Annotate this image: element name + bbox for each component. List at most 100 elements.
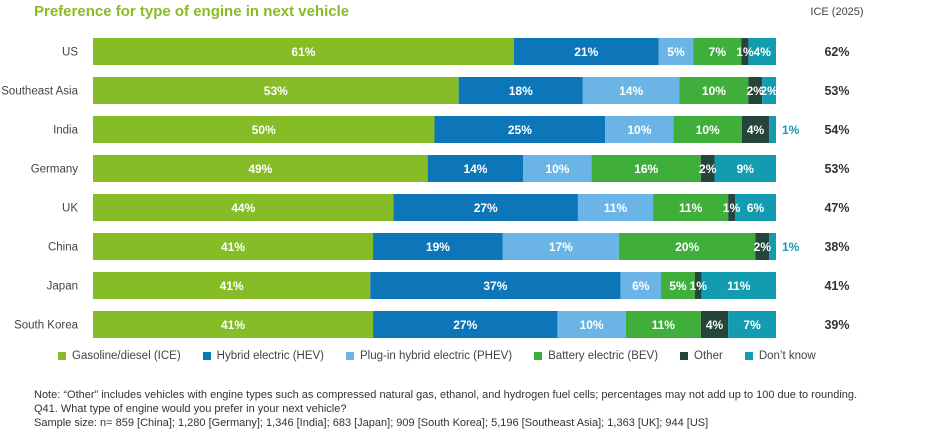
data-label-uk-other: 1% bbox=[723, 201, 741, 215]
bar-segment-germany-dont_know bbox=[714, 155, 776, 182]
ice-2025-value-germany: 53% bbox=[824, 162, 849, 176]
question-text: Q41. What type of engine would you prefe… bbox=[34, 403, 347, 415]
bar-segment-south-korea-ice bbox=[93, 311, 374, 338]
bar-segment-us-dont_know bbox=[748, 38, 776, 65]
bar-segment-india-other bbox=[741, 116, 770, 143]
stacked-bar-chart: US 61% 21% 5% 7% 1% 4% 62%Southeast Asia 53% 18% 1… bbox=[1, 38, 850, 338]
bar-segment-china-dont_know bbox=[769, 233, 776, 260]
legend-swatch-dont-know bbox=[744, 352, 753, 360]
data-label-japan-hev: 37% bbox=[483, 279, 507, 293]
data-label-south-korea-hev: 27% bbox=[453, 318, 477, 332]
ice-2025-value-india: 54% bbox=[824, 123, 849, 137]
data-label-south-korea-bev: 11% bbox=[652, 318, 676, 332]
legend-item-phev: Plug-in hybrid electric (PHEV) bbox=[346, 350, 512, 362]
legend-label-bev: Battery electric (BEV) bbox=[548, 350, 659, 362]
bar-segment-southeast-asia-bev bbox=[679, 77, 749, 104]
data-label-india-other: 4% bbox=[747, 123, 765, 137]
bar-segment-india-hev bbox=[434, 116, 606, 143]
data-label-japan-bev: 5% bbox=[669, 279, 687, 293]
bar-segment-japan-dont_know bbox=[701, 272, 776, 299]
legend-swatch-other bbox=[680, 352, 689, 360]
data-label-south-korea-other: 4% bbox=[706, 318, 724, 332]
bar-segment-south-korea-dont_know bbox=[728, 311, 776, 338]
ice-2025-value-japan: 41% bbox=[824, 279, 849, 293]
bar-segment-uk-dont_know bbox=[735, 194, 776, 221]
legend-swatch-bev bbox=[534, 352, 543, 360]
data-label-china-ice: 41% bbox=[221, 240, 245, 254]
data-label-south-korea-dont_know: 7% bbox=[743, 318, 761, 332]
bar-segment-india-phev bbox=[605, 116, 674, 143]
bar-segment-china-other bbox=[755, 233, 770, 260]
bar-segment-southeast-asia-ice bbox=[93, 77, 459, 104]
data-label-southeast-asia-phev: 14% bbox=[619, 84, 643, 98]
bar-segment-japan-ice bbox=[93, 272, 371, 299]
bar-segment-uk-ice bbox=[93, 194, 394, 221]
data-label-southeast-asia-hev: 18% bbox=[509, 84, 533, 98]
category-label-china: China bbox=[48, 242, 79, 254]
legend-label-dont-know: Don’t know bbox=[758, 350, 816, 362]
bar-segment-japan-other bbox=[694, 272, 702, 299]
bar-segment-south-korea-other bbox=[700, 311, 729, 338]
data-label-germany-bev: 16% bbox=[634, 162, 658, 176]
data-label-southeast-asia-ice: 53% bbox=[264, 84, 288, 98]
data-label-china-bev: 20% bbox=[675, 240, 699, 254]
category-label-germany: Germany bbox=[31, 164, 79, 176]
data-label-india-bev: 10% bbox=[696, 123, 720, 137]
data-label-china-other: 2% bbox=[754, 240, 772, 254]
bar-segment-china-hev bbox=[373, 233, 503, 260]
data-label-uk-ice: 44% bbox=[231, 201, 255, 215]
data-label-china-phev: 17% bbox=[549, 240, 573, 254]
bar-segment-southeast-asia-phev bbox=[582, 77, 680, 104]
bar-segment-southeast-asia-hev bbox=[458, 77, 583, 104]
data-label-germany-ice: 49% bbox=[248, 162, 272, 176]
ice-2025-value-uk: 47% bbox=[824, 201, 849, 215]
legend-item-bev: Battery electric (BEV) bbox=[534, 350, 658, 362]
category-label-south-korea: South Korea bbox=[14, 320, 79, 332]
bar-segment-germany-bev bbox=[591, 155, 701, 182]
legend-label-ice: Gasoline/diesel (ICE) bbox=[72, 350, 181, 362]
category-label-japan: Japan bbox=[47, 281, 78, 293]
bar-segment-us-hev bbox=[513, 38, 659, 65]
bar-segment-india-bev bbox=[673, 116, 742, 143]
note-text: Note: “Other” includes vehicles with eng… bbox=[34, 389, 858, 401]
legend-item-dont-know: Don’t know bbox=[744, 350, 816, 362]
data-label-uk-bev: 11% bbox=[679, 201, 703, 215]
category-label-uk: UK bbox=[62, 203, 78, 215]
data-label-southeast-asia-dont_know: 2% bbox=[760, 84, 778, 98]
bar-segment-us-bev bbox=[693, 38, 742, 65]
legend-item-ice: Gasoline/diesel (ICE) bbox=[58, 350, 181, 362]
bar-segment-japan-hev bbox=[370, 272, 621, 299]
data-label-us-phev: 5% bbox=[667, 45, 685, 59]
bar-segment-us-other bbox=[741, 38, 749, 65]
ice-2025-value-us: 62% bbox=[824, 45, 849, 59]
chart-legend: Gasoline/diesel (ICE) Hybrid electric (H… bbox=[58, 350, 838, 362]
data-label-uk-phev: 11% bbox=[604, 201, 628, 215]
category-label-us: US bbox=[62, 47, 78, 59]
sample-size-text: Sample size: n= 859 [China]; 1,280 [Germ… bbox=[34, 417, 709, 429]
bar-segment-germany-phev bbox=[523, 155, 592, 182]
bar-segment-india-ice bbox=[93, 116, 435, 143]
bar-segment-china-bev bbox=[618, 233, 756, 260]
data-label-uk-dont_know: 6% bbox=[747, 201, 765, 215]
bar-segment-south-korea-phev bbox=[557, 311, 626, 338]
data-label-us-dont_know: 4% bbox=[754, 45, 772, 59]
legend-item-hev: Hybrid electric (HEV) bbox=[202, 350, 324, 362]
bar-segment-southeast-asia-dont_know bbox=[762, 77, 776, 104]
bar-segment-south-korea-hev bbox=[373, 311, 558, 338]
bar-segment-uk-other bbox=[728, 194, 736, 221]
bar-segment-southeast-asia-other bbox=[748, 77, 763, 104]
legend-swatch-ice bbox=[58, 352, 66, 360]
data-label-china-dont_know: 1% bbox=[782, 240, 800, 254]
ice-2025-value-china: 38% bbox=[824, 240, 849, 254]
legend-swatch-phev bbox=[346, 352, 355, 360]
data-label-germany-hev: 14% bbox=[463, 162, 487, 176]
data-label-japan-ice: 41% bbox=[220, 279, 244, 293]
ice-2025-value-southeast-asia: 53% bbox=[824, 84, 849, 98]
bar-segment-japan-bev bbox=[661, 272, 695, 299]
category-label-southeast-asia: Southeast Asia bbox=[1, 86, 78, 98]
bar-segment-india-dont_know bbox=[769, 116, 776, 143]
data-label-japan-other: 1% bbox=[690, 279, 708, 293]
bar-segment-us-ice bbox=[93, 38, 514, 65]
data-label-india-ice: 50% bbox=[252, 123, 276, 137]
data-label-us-other: 1% bbox=[736, 45, 754, 59]
